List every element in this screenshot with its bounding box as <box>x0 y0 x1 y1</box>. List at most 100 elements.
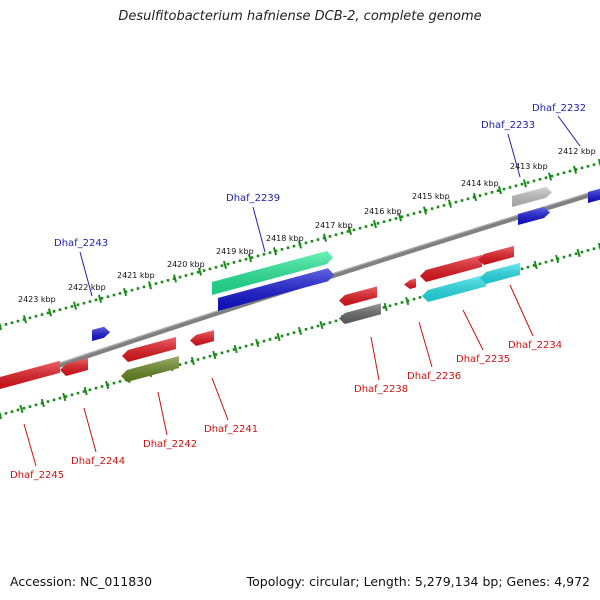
inner-track-dot <box>220 351 224 355</box>
outer-track-dot <box>538 178 542 181</box>
scale-label: 2414 kbp <box>461 179 499 188</box>
inner-track-dot <box>274 336 278 340</box>
outer-track-dot <box>328 235 332 238</box>
outer-track-dot <box>364 225 368 228</box>
outer-major-tick <box>597 158 600 167</box>
outer-major-tick <box>472 192 478 202</box>
gene-2235-top <box>420 254 482 282</box>
outer-track-dot <box>232 261 236 264</box>
outer-track-dot <box>520 182 524 186</box>
gene-2241-shade <box>190 330 214 346</box>
outer-track-dot <box>202 269 206 272</box>
gene-2244 <box>60 358 88 376</box>
outer-major-tick <box>347 226 353 236</box>
outer-track-dot <box>100 296 104 300</box>
inner-track-dot <box>100 385 104 388</box>
outer-major-tick <box>22 315 28 324</box>
inner-track-dot <box>262 339 266 343</box>
inner-track-dot <box>208 354 212 358</box>
outer-track-dot <box>226 262 230 266</box>
scale-label: 2413 kbp <box>510 162 548 171</box>
inner-track-dot <box>82 390 86 393</box>
gene-2233-shade <box>518 206 550 225</box>
gene-2235 <box>422 274 486 302</box>
gene-2239 <box>218 268 334 311</box>
gene-label: Dhaf_2245 <box>10 470 64 481</box>
gene-label: Dhaf_2232 <box>532 103 586 114</box>
gene-2236-shade <box>404 278 416 289</box>
outer-track-dot <box>574 168 578 171</box>
gene-2238 <box>339 303 381 324</box>
outer-major-tick <box>422 206 428 215</box>
label-leader <box>507 133 521 178</box>
label-leader <box>509 284 534 337</box>
outer-track-dot <box>502 187 506 191</box>
scale-label: 2412 kbp <box>558 147 596 156</box>
gene-2234 <box>480 262 520 284</box>
outer-track-dot <box>280 248 284 251</box>
outer-track-dot <box>286 246 290 250</box>
gene-2238-shade <box>339 303 381 324</box>
inner-track-dot <box>250 343 254 346</box>
outer-major-tick <box>397 213 403 222</box>
inner-major-tick <box>597 242 600 251</box>
outer-major-tick <box>197 267 203 276</box>
gene-2239-shade <box>218 268 334 311</box>
inner-track-dot <box>178 363 182 366</box>
gene-2241 <box>190 330 214 346</box>
label-leader <box>557 115 581 147</box>
outer-track-dot <box>412 212 416 215</box>
inner-track-dot <box>34 403 38 407</box>
outer-track-dot <box>346 230 350 233</box>
inner-track-dot <box>16 408 20 412</box>
outer-major-tick <box>547 172 553 181</box>
outer-track-dot <box>430 207 434 210</box>
gene-2245 <box>0 360 60 389</box>
inner-track-dot <box>214 353 218 356</box>
label-leader <box>370 336 380 381</box>
genome-summary: Topology: circular; Length: 5,279,134 bp… <box>246 574 590 589</box>
outer-track-dot <box>250 256 254 259</box>
inner-track-dot <box>118 380 122 383</box>
outer-track-dot <box>46 311 50 315</box>
inner-major-tick <box>576 248 581 258</box>
outer-track-dot <box>244 257 248 261</box>
gene-2234-shade <box>480 262 520 284</box>
gene-2233-top <box>512 186 552 207</box>
outer-track-dot <box>154 282 158 285</box>
outer-track-dot <box>136 287 140 290</box>
outer-track-dot <box>256 254 260 258</box>
gene-label: Dhaf_2241 <box>204 424 258 435</box>
inner-track-dot <box>238 346 242 350</box>
scale-label: 2416 kbp <box>364 207 402 216</box>
outer-track-dot <box>34 314 38 318</box>
outer-track-dot <box>550 174 554 178</box>
outer-track-dot <box>388 218 392 222</box>
outer-track-dot <box>4 323 8 326</box>
outer-track-dot <box>262 252 266 256</box>
inner-major-tick <box>0 411 3 420</box>
label-leader <box>79 251 93 297</box>
outer-track-dot <box>184 274 188 277</box>
gene-2243-shade <box>92 326 110 341</box>
inner-major-tick <box>383 302 388 312</box>
outer-track-dot <box>310 239 314 243</box>
inner-major-tick <box>190 356 195 366</box>
gene-2245-shade <box>0 360 60 389</box>
outer-track-dot <box>208 267 212 271</box>
inner-track-dot <box>322 322 326 326</box>
outer-track-dot <box>112 293 116 297</box>
outer-major-tick <box>572 165 578 174</box>
outer-track-dot <box>454 200 458 204</box>
inner-track-dot <box>412 297 416 301</box>
scale-label: 2415 kbp <box>412 192 450 201</box>
inner-major-tick <box>40 398 45 408</box>
outer-major-tick <box>372 220 378 229</box>
outer-track-dot <box>544 176 548 179</box>
outer-track-dot <box>274 249 278 253</box>
inner-track-dot <box>232 348 236 351</box>
gene-label: Dhaf_2233 <box>481 120 535 131</box>
outer-track-dot <box>376 222 380 225</box>
map-title: Desulfitobacterium hafniense DCB-2, comp… <box>118 9 482 24</box>
outer-track-dot <box>82 301 86 305</box>
